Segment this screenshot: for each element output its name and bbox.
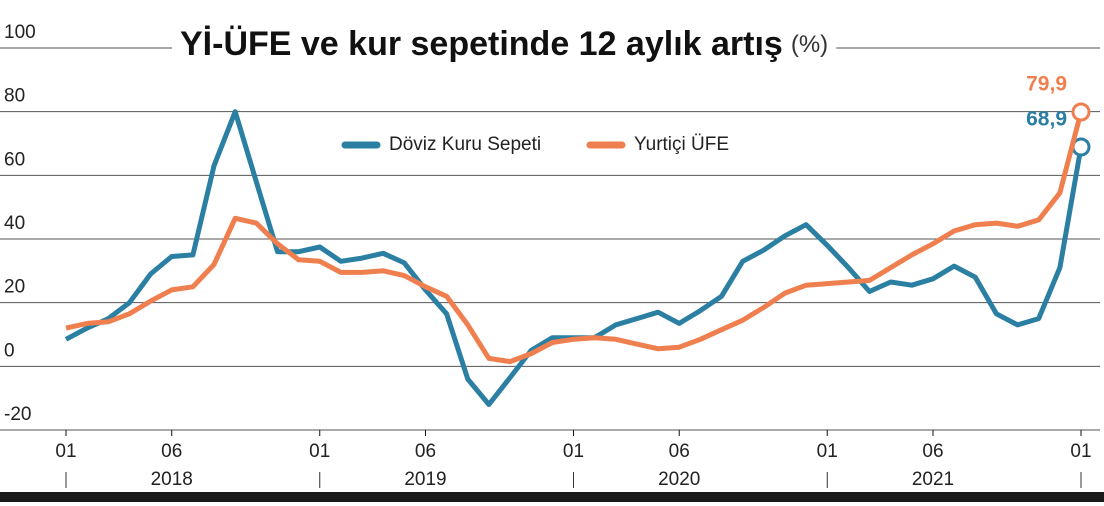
y-tick-label: -20 bbox=[4, 404, 31, 425]
x-tick-label: 01 bbox=[817, 441, 838, 462]
chart-title-unit: (%) bbox=[791, 31, 828, 58]
y-tick-label: 100 bbox=[4, 22, 36, 43]
series-line bbox=[65, 111, 1084, 365]
bottom-bar bbox=[0, 492, 1104, 502]
x-tick-label: 01 bbox=[1070, 441, 1091, 462]
x-tick-label: 06 bbox=[669, 441, 690, 462]
legend-label: Yurtiçi ÜFE bbox=[634, 134, 729, 155]
x-tick-label: 06 bbox=[415, 441, 436, 462]
x-year-label: 2021 bbox=[912, 469, 954, 490]
x-tick-label: 01 bbox=[55, 441, 76, 462]
y-tick-label: 60 bbox=[4, 149, 25, 170]
chart-title: Yİ-ÜFE ve kur sepetinde 12 aylık artış (%… bbox=[180, 25, 828, 63]
x-year-label: 2019 bbox=[404, 469, 446, 490]
value-label: 68,9 bbox=[1026, 108, 1067, 131]
y-tick-label: 20 bbox=[4, 277, 25, 298]
x-year-label: 2020 bbox=[658, 469, 700, 490]
chart-title-text: Yİ-ÜFE ve kur sepetinde 12 aylık artış bbox=[180, 25, 783, 63]
y-tick-label: 0 bbox=[4, 340, 15, 361]
title-group: Yİ-ÜFE ve kur sepetinde 12 aylık artış (%… bbox=[172, 24, 837, 63]
end-marker bbox=[1071, 102, 1091, 122]
x-tick-label: 01 bbox=[563, 441, 584, 462]
y-tick-label: 80 bbox=[4, 86, 25, 107]
title-bg bbox=[172, 24, 837, 63]
x-tick-label: 01 bbox=[309, 441, 330, 462]
value-label: 79,9 bbox=[1026, 73, 1067, 96]
x-tick-label: 06 bbox=[161, 441, 182, 462]
y-tick-label: 40 bbox=[4, 213, 25, 234]
x-tick-label: 06 bbox=[922, 441, 943, 462]
x-year-label: 2018 bbox=[151, 469, 193, 490]
legend-label: Döviz Kuru Sepeti bbox=[389, 134, 541, 155]
